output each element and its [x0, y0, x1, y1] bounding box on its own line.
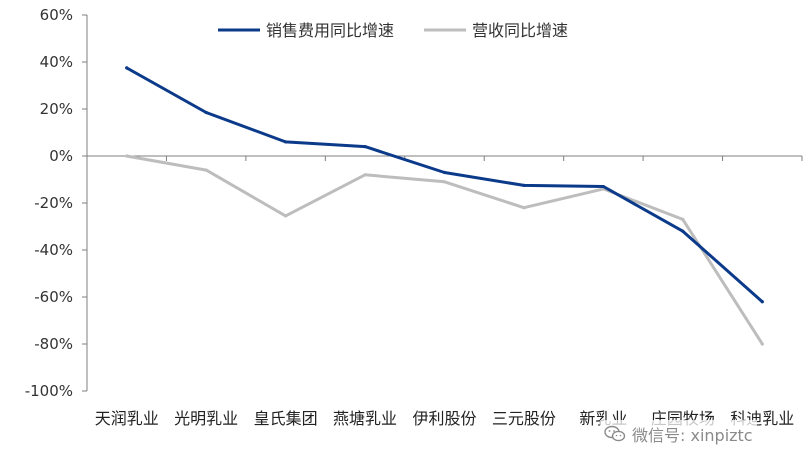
wechat-icon: [604, 425, 626, 442]
data-point: [522, 206, 526, 210]
chart-legend: 销售费用同比增速 营收同比增速: [218, 21, 568, 40]
x-tick-label: 伊利股份: [412, 409, 476, 428]
watermark: 微信号: xinpiztc: [600, 420, 757, 448]
data-point: [284, 140, 288, 144]
data-point: [442, 170, 447, 175]
x-axis-ticks: 天润乳业 光明乳业 皇氏集团 燕塘乳业 伊利股份 三元股份 新乳业 庄园牧场 科迪乳业: [95, 409, 795, 428]
data-point: [442, 180, 447, 184]
y-tick-label: -40%: [34, 241, 73, 259]
legend-label: 销售费用同比增速: [266, 21, 394, 40]
data-point: [204, 110, 208, 115]
y-tick-label: -60%: [34, 288, 73, 306]
y-tick-label: -80%: [34, 335, 73, 353]
data-point: [284, 214, 288, 218]
series-line: [125, 154, 764, 346]
y-tick-label: -20%: [34, 194, 73, 212]
data-point: [125, 154, 129, 158]
y-tick-label: 60%: [40, 6, 73, 24]
y-tick-label: 20%: [40, 100, 73, 118]
y-axis-ticks: 60% 40% 20% 0% -20% -40% -60% -80% -100%: [25, 6, 87, 400]
legend-label: 营收同比增速: [472, 21, 568, 40]
watermark-text: 微信号: xinpiztc: [632, 426, 753, 445]
y-tick-label: -100%: [25, 382, 73, 400]
data-point: [681, 229, 685, 233]
x-tick-label: 燕塘乳业: [333, 409, 397, 428]
series-line: [125, 66, 764, 304]
chart-axes: [86, 15, 803, 391]
data-point: [125, 66, 129, 70]
y-tick-label: 0%: [49, 147, 73, 165]
x-tick-label: 三元股份: [492, 409, 556, 428]
data-point: [681, 217, 685, 222]
data-point: [760, 342, 764, 346]
data-point: [204, 168, 208, 172]
data-point: [522, 183, 526, 187]
x-tick-label: 皇氏集团: [254, 409, 318, 428]
chart-series-lines: [125, 66, 764, 346]
x-tick-label: 天润乳业: [95, 409, 159, 428]
y-tick-label: 40%: [40, 53, 73, 71]
x-tick-label: 光明乳业: [174, 409, 238, 428]
data-point: [760, 300, 764, 304]
data-point: [601, 184, 605, 189]
data-point: [363, 173, 367, 177]
data-point: [363, 145, 367, 149]
